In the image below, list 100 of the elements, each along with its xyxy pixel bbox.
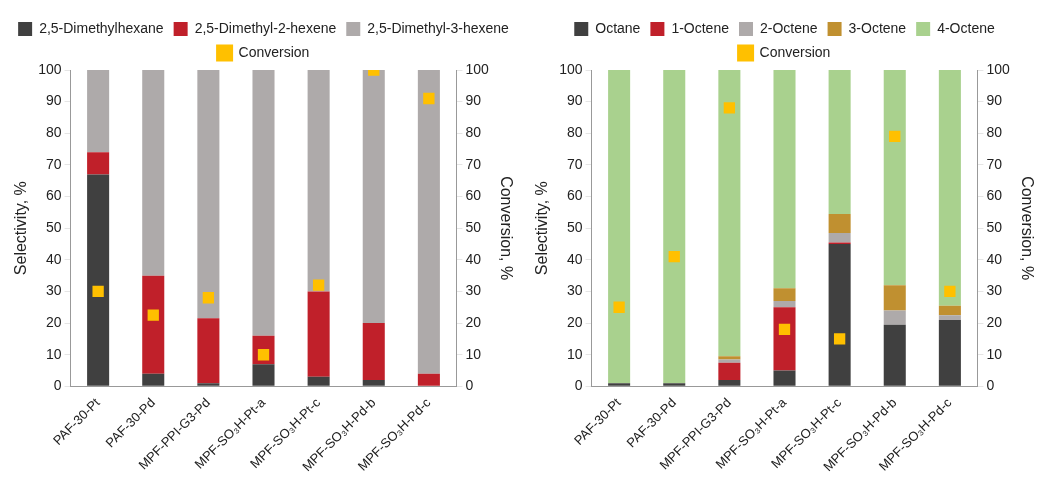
point bbox=[778, 323, 791, 336]
bar bbox=[883, 324, 906, 386]
y2-tick-label: 30 bbox=[465, 282, 482, 299]
bar bbox=[883, 310, 906, 325]
y2-tick-label: 60 bbox=[465, 187, 482, 204]
y2-tick-label: 80 bbox=[986, 124, 1003, 141]
bar bbox=[828, 232, 851, 243]
y2-tick-label: 100 bbox=[986, 60, 1011, 77]
y2-axis-title: Conversion, % bbox=[497, 176, 515, 281]
y2-tick-label: 50 bbox=[465, 219, 482, 236]
y2-tick-label: 40 bbox=[465, 250, 482, 267]
y2-tick-label: 20 bbox=[986, 313, 1003, 330]
bar bbox=[87, 70, 110, 153]
bar bbox=[883, 70, 906, 286]
point bbox=[668, 251, 680, 263]
bar bbox=[773, 300, 796, 308]
y2-tick-label: 20 bbox=[465, 313, 482, 330]
y2-tick-label: 60 bbox=[986, 187, 1003, 204]
y-tick-label: 100 bbox=[559, 60, 583, 77]
point bbox=[423, 92, 435, 105]
bar bbox=[718, 70, 741, 357]
y2-tick-label: 70 bbox=[465, 155, 482, 172]
bar bbox=[362, 323, 385, 381]
bar bbox=[883, 285, 906, 311]
legend-label: 2-Octene bbox=[759, 19, 818, 36]
y-tick-label: 0 bbox=[574, 377, 583, 394]
y-tick-label: 30 bbox=[566, 282, 583, 299]
y-tick-label: 70 bbox=[566, 155, 583, 172]
bar bbox=[197, 318, 220, 384]
bar bbox=[252, 364, 275, 386]
bar bbox=[828, 213, 851, 233]
bar bbox=[938, 305, 961, 316]
y2-tick-label: 90 bbox=[465, 92, 482, 109]
point bbox=[92, 285, 104, 298]
y2-tick-label: 90 bbox=[986, 92, 1003, 109]
y-tick-label: 50 bbox=[45, 219, 62, 236]
y2-tick-label: 10 bbox=[465, 345, 482, 362]
bar bbox=[362, 380, 385, 386]
bar bbox=[773, 307, 796, 371]
bar bbox=[417, 373, 440, 386]
bar bbox=[828, 244, 851, 386]
bar bbox=[142, 373, 165, 386]
bar bbox=[663, 70, 686, 384]
point bbox=[147, 309, 159, 321]
bar bbox=[608, 383, 631, 386]
bar bbox=[252, 70, 275, 336]
legend-label: 1-Octene bbox=[671, 19, 730, 36]
y2-tick-label: 0 bbox=[986, 377, 995, 394]
legend-label: 4-Octene bbox=[937, 19, 995, 36]
y-tick-label: 70 bbox=[45, 155, 62, 172]
y-tick-label: 90 bbox=[566, 92, 583, 109]
y2-tick-label: 80 bbox=[465, 124, 482, 141]
bar bbox=[307, 70, 330, 292]
bar bbox=[663, 383, 686, 386]
y-tick-label: 20 bbox=[45, 313, 62, 330]
point bbox=[312, 279, 325, 291]
y2-axis-title: Conversion, % bbox=[1018, 176, 1036, 281]
y-tick-label: 90 bbox=[45, 92, 62, 109]
y-tick-label: 80 bbox=[45, 124, 62, 141]
y2-tick-label: 40 bbox=[986, 250, 1003, 267]
bar bbox=[773, 288, 796, 301]
point bbox=[202, 292, 215, 304]
point bbox=[833, 333, 846, 345]
y-tick-label: 30 bbox=[45, 282, 62, 299]
bar bbox=[87, 152, 110, 175]
bar bbox=[828, 70, 851, 214]
y-tick-label: 60 bbox=[45, 187, 62, 204]
bar bbox=[417, 70, 440, 374]
bar bbox=[142, 275, 165, 374]
bar bbox=[938, 70, 961, 306]
bar bbox=[773, 370, 796, 386]
bar bbox=[307, 376, 330, 386]
point bbox=[889, 130, 901, 143]
legend-label: Conversion bbox=[238, 43, 310, 60]
bar bbox=[608, 70, 631, 384]
bar bbox=[307, 291, 330, 377]
y-tick-label: 50 bbox=[566, 219, 583, 236]
y-tick-label: 100 bbox=[38, 60, 62, 77]
legend-label: 2,5-Dimethyl-2-hexene bbox=[194, 19, 337, 36]
point bbox=[944, 285, 956, 298]
legend-label: 2,5-Dimethylhexane bbox=[39, 19, 164, 36]
bar bbox=[773, 70, 796, 289]
bar bbox=[87, 174, 110, 386]
y2-tick-label: 30 bbox=[986, 282, 1003, 299]
point bbox=[723, 102, 736, 114]
y-tick-label: 10 bbox=[566, 345, 583, 362]
y-axis-title: Selectivity, % bbox=[533, 181, 551, 276]
y-tick-label: 40 bbox=[566, 250, 583, 267]
y-tick-label: 40 bbox=[45, 250, 62, 267]
bar bbox=[718, 362, 741, 381]
point bbox=[613, 301, 625, 313]
y2-tick-label: 100 bbox=[465, 60, 490, 77]
y2-tick-label: 0 bbox=[465, 377, 474, 394]
legend-label: 3-Octene bbox=[848, 19, 907, 36]
y-tick-label: 60 bbox=[566, 187, 583, 204]
legend-label: 2,5-Dimethyl-3-hexene bbox=[367, 19, 510, 36]
y-axis-title: Selectivity, % bbox=[12, 181, 30, 276]
bar bbox=[938, 319, 961, 386]
legend-label: Conversion bbox=[759, 43, 831, 60]
y-tick-label: 20 bbox=[566, 313, 583, 330]
